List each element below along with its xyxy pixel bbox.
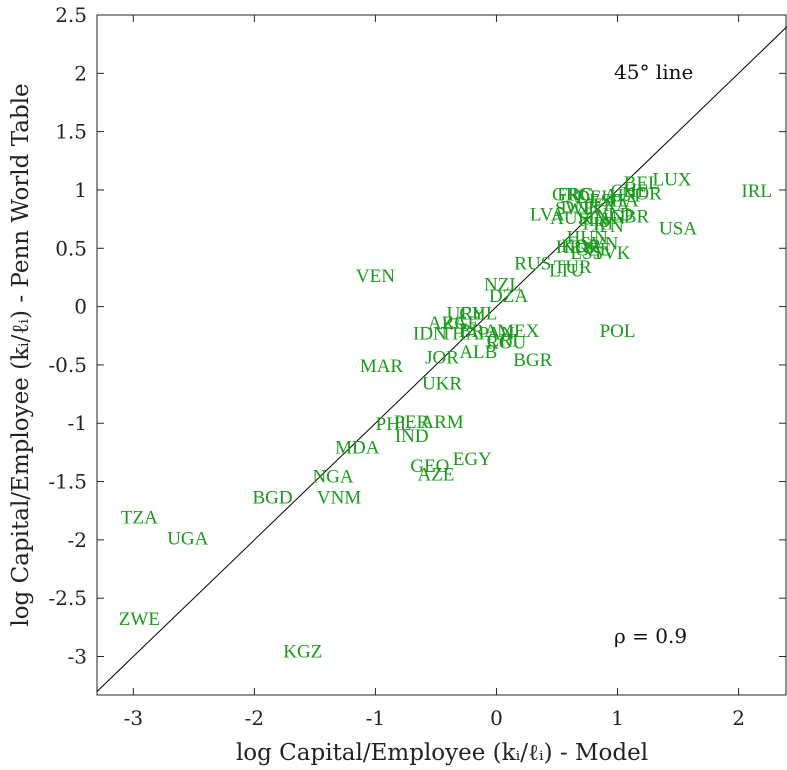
y-tick-label: -3 <box>68 645 87 669</box>
y-tick-label: -2 <box>68 528 87 552</box>
data-point-label: CRI <box>487 330 519 351</box>
data-point-label: SVK <box>592 243 630 264</box>
data-point-label: PER <box>394 412 429 433</box>
point-labels-layer: IRLLUXBELCHENORAUTITAFRADEUESPFRCGRCDNKS… <box>119 169 772 662</box>
data-point-label: ESP <box>589 190 622 211</box>
y-tick-label: -1 <box>68 411 87 435</box>
data-point-label: FIN <box>578 210 609 231</box>
data-point-label: GBR <box>610 207 649 228</box>
data-point-label: MEX <box>497 321 540 342</box>
reference-line <box>96 26 787 692</box>
correlation-annotation: ρ = 0.9 <box>614 624 687 648</box>
x-tick-label: 0 <box>490 706 503 730</box>
data-point-label: PRT <box>583 214 617 235</box>
y-axis-label: log Capital/Employee (kᵢ/ℓᵢ) - Penn Worl… <box>8 83 34 626</box>
x-axis-label: log Capital/Employee (kᵢ/ℓᵢ) - Model <box>236 740 648 766</box>
y-tick-label: 2 <box>74 61 87 85</box>
data-point-label: IDN <box>413 323 447 344</box>
data-point-label: CHL <box>459 303 497 324</box>
y-tick-label: 2.5 <box>55 3 87 27</box>
data-point-label: BGD <box>252 488 292 509</box>
data-point-label: GEO <box>410 456 449 477</box>
x-tick-label: 2 <box>732 706 745 730</box>
data-point-label: MAR <box>360 356 404 377</box>
ticks-layer: -3 -2 -1 0 1 2 -3 -2.5 -2 -1.5 -1 -0.5 0 0.5 1 1.5 2 2.5 <box>48 3 786 730</box>
data-point-label: TUR <box>554 257 592 278</box>
y-tick-label: 0.5 <box>55 236 87 260</box>
data-point-label: NGA <box>312 467 353 488</box>
data-point-label: FRC <box>557 184 593 205</box>
data-point-label: CAN <box>585 208 625 229</box>
data-point-label: NLD <box>594 204 633 225</box>
data-point-label: ALB <box>459 342 497 363</box>
data-point-label: KGZ <box>283 642 322 663</box>
axes-box <box>96 14 787 696</box>
y-tick-label: 1.5 <box>55 120 87 144</box>
data-point-label: KOR <box>561 236 601 257</box>
data-point-label: THA <box>441 323 480 344</box>
data-point-label: CZE <box>575 239 611 260</box>
data-point-label: POL <box>600 321 636 342</box>
data-point-label: LVA <box>530 204 565 225</box>
data-point-label: PAN <box>478 323 515 344</box>
data-point-label: HUN <box>567 228 608 249</box>
data-point-label: SWE <box>555 198 595 219</box>
data-point-label: URY <box>447 303 486 324</box>
data-point-label: EST <box>570 243 604 264</box>
data-point-label: FRA <box>593 195 630 216</box>
data-point-label: EGY <box>453 449 492 470</box>
data-point-label: NOR <box>622 183 662 204</box>
data-point-label: ZAF <box>442 313 478 334</box>
data-point-label: ZWE <box>119 609 160 630</box>
data-point-label: PHL <box>376 414 412 435</box>
data-point-label: GRC <box>552 184 591 205</box>
data-point-label: AUS <box>550 208 588 229</box>
y-tick-label: 1 <box>74 178 87 202</box>
data-point-label: ITA <box>609 190 639 211</box>
data-point-label: LUX <box>652 169 691 190</box>
data-point-label: AUT <box>604 186 643 207</box>
data-point-label: IND <box>395 426 429 447</box>
x-tick-label: -3 <box>124 706 143 730</box>
data-point-label: MDA <box>335 438 380 459</box>
data-point-label: DNK <box>561 197 602 218</box>
x-tick-label: -1 <box>366 706 385 730</box>
data-point-label: UGA <box>167 529 208 550</box>
data-point-label: BGR <box>513 350 552 371</box>
reference-line-label: 45° line <box>614 60 693 84</box>
data-point-label: DEU <box>576 187 615 208</box>
data-point-label: VNM <box>317 488 361 509</box>
data-point-label: ROU <box>486 333 526 354</box>
data-point-label: USA <box>659 218 697 239</box>
y-tick-label: -2.5 <box>48 586 87 610</box>
data-point-label: DZA <box>489 286 528 307</box>
data-point-label: CHE <box>611 181 649 202</box>
data-point-label: ARM <box>420 412 463 433</box>
y-tick-label: 0 <box>74 295 87 319</box>
data-point-label: UKR <box>422 373 462 394</box>
data-point-label: JPN <box>592 216 624 237</box>
data-point-label: RUS <box>514 253 551 274</box>
data-point-label: BEL <box>624 173 660 194</box>
data-point-label: LTU <box>549 260 584 281</box>
data-point-label: HRV <box>556 237 595 258</box>
y-tick-label: -1.5 <box>48 470 87 494</box>
data-point-label: AZE <box>417 464 454 485</box>
data-point-label: BRA <box>459 321 498 342</box>
reference-line-layer <box>96 26 787 692</box>
y-tick-label: -0.5 <box>48 353 87 377</box>
data-point-label: JOR <box>425 348 459 369</box>
axes-frame <box>96 14 787 696</box>
data-point-label: ARG <box>428 313 468 334</box>
x-tick-label: -2 <box>245 706 264 730</box>
data-point-label: IRL <box>741 181 772 202</box>
data-point-label: NZL <box>484 274 521 295</box>
x-tick-label: 1 <box>611 706 624 730</box>
data-point-label: SVN <box>580 233 618 254</box>
data-point-label: VEN <box>356 266 395 287</box>
data-point-label: TZA <box>121 508 158 529</box>
